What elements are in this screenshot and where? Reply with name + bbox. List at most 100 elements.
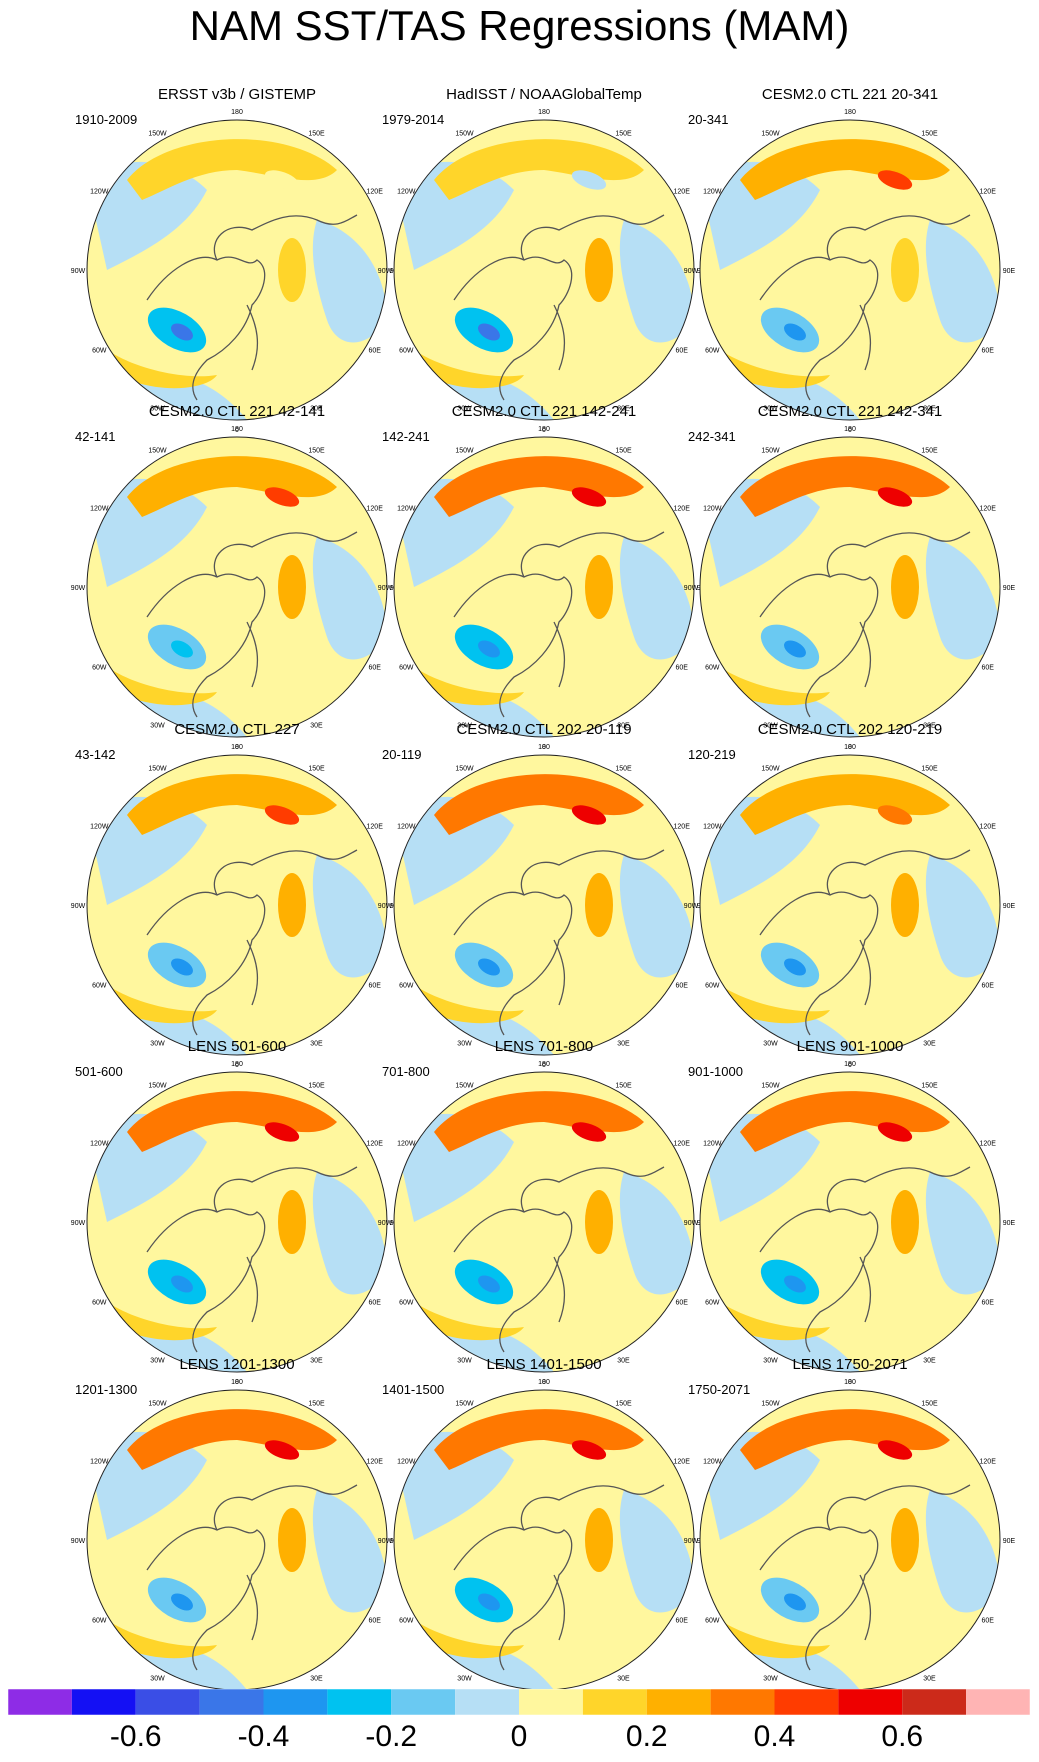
colorbar-tick-label: -0.6	[109, 1720, 162, 1753]
panel-title: CESM2.0 CTL 221 42-141	[148, 403, 326, 420]
map-border	[699, 119, 1001, 421]
longitude-label: 60E	[981, 348, 994, 355]
longitude-label: 30W	[457, 723, 472, 730]
asia-cool-region	[312, 537, 387, 660]
longitude-label: 150W	[148, 130, 167, 137]
north-asia-hotspot	[571, 805, 607, 825]
longitude-label: 30E	[923, 406, 936, 413]
eurasia-warm-patch	[278, 238, 306, 302]
longitude-label: 120E	[674, 824, 691, 831]
map-panel: CESM2.0 CTL 202 20-119 20-119 180 150E 120E 9…	[378, 721, 710, 1069]
subtropical-warm-band	[107, 667, 217, 706]
longitude-label: 30W	[457, 1676, 472, 1683]
eurasia-warm-patch	[891, 1190, 919, 1254]
asia-cool-region	[619, 1172, 694, 1295]
longitude-label: 60E	[981, 1300, 994, 1307]
longitude-label: 180	[844, 426, 856, 433]
map-panel: CESM2.0 CTL 22743-142180150E120E90E60E30…	[71, 721, 403, 1069]
longitude-label: 60W	[705, 1300, 720, 1307]
panel-title: CESM2.0 CTL 202 20-119	[456, 721, 632, 738]
longitude-label: 120W	[397, 506, 416, 513]
panel-period-label: 242-341	[688, 429, 736, 444]
longitude-label: 120W	[703, 824, 722, 831]
pacific-warm-arc	[127, 774, 337, 835]
longitude-label: 120W	[703, 1459, 722, 1466]
eurasia-warm-patch	[278, 1508, 306, 1572]
longitude-label: 90E	[1003, 1220, 1016, 1227]
colorbar-swatch	[646, 1689, 711, 1715]
coastline	[146, 1484, 358, 1671]
longitude-label: 150E	[308, 447, 325, 454]
map-border	[699, 436, 1001, 738]
coastline	[759, 849, 971, 1036]
longitude-label: 150E	[615, 1082, 632, 1089]
map-border	[699, 754, 1001, 1056]
subtropical-warm-band	[414, 1302, 524, 1341]
longitude-label: 30W	[763, 406, 778, 413]
longitude-label: 180	[538, 1061, 550, 1068]
longitude-label: 60E	[368, 665, 381, 672]
map-panel: HadISST / NOAAGlobalTemp 1979-2014 180 150E…	[378, 86, 710, 434]
pacific-warm-arc	[740, 774, 950, 835]
longitude-label: 90W	[378, 1220, 393, 1227]
coastline	[146, 214, 358, 401]
longitude-label: 30E	[923, 1041, 936, 1048]
longitude-label: 60W	[399, 348, 414, 355]
longitude-label: 150W	[455, 1400, 474, 1407]
pacific-warm-arc	[740, 1091, 950, 1152]
longitude-label: 150E	[615, 130, 632, 137]
longitude-label: 30W	[763, 723, 778, 730]
colorbar-swatch	[582, 1689, 647, 1715]
map-border	[393, 119, 695, 421]
longitude-label: 90W	[684, 903, 699, 910]
panel-period-label: 142-241	[382, 429, 430, 444]
longitude-label: 150E	[921, 130, 938, 137]
longitude-label: 150W	[761, 1400, 780, 1407]
longitude-label: 30W	[150, 1041, 165, 1048]
longitude-label: 120W	[397, 1459, 416, 1466]
longitude-label: 30E	[617, 1676, 630, 1683]
longitude-label: 150E	[308, 1082, 325, 1089]
longitude-label: 30E	[310, 1041, 323, 1048]
longitude-label: 60W	[705, 983, 720, 990]
longitude-label: 30E	[923, 1676, 936, 1683]
pacific-cool-band	[394, 161, 514, 270]
eurasia-warm-patch	[278, 1190, 306, 1254]
colorbar-swatch	[71, 1689, 136, 1715]
colorbar-tick-label: 0.6	[881, 1720, 924, 1753]
longitude-label: 150W	[148, 1082, 167, 1089]
longitude-label: 0	[542, 427, 546, 434]
pacific-cool-band	[394, 796, 514, 905]
colorbar-tick-label: -0.2	[365, 1720, 418, 1753]
longitude-label: 60E	[675, 1300, 688, 1307]
map-border	[86, 1071, 388, 1373]
eurasia-warm-patch	[891, 238, 919, 302]
longitude-label: 60E	[368, 983, 381, 990]
map-panel: ERSST v3b / GISTEMP 1910-2009 180 150E 120E 9…	[71, 86, 403, 434]
eurasia-warm-patch	[891, 1508, 919, 1572]
map-border	[393, 754, 695, 1056]
map-panel: LENS 501-600501-600180150E120E90E60E30E0…	[71, 1038, 403, 1386]
pacific-cool-band	[394, 1113, 514, 1222]
longitude-label: 180	[844, 109, 856, 116]
colorbar	[8, 1689, 1030, 1715]
north-asia-hotspot	[264, 170, 300, 190]
eurasia-warm-patch	[585, 1190, 613, 1254]
longitude-label: 30E	[310, 1676, 323, 1683]
pacific-warm-arc	[127, 139, 337, 200]
longitude-label: 60E	[675, 348, 688, 355]
panel-title: ERSST v3b / GISTEMP	[157, 86, 317, 103]
longitude-label: 120W	[397, 189, 416, 196]
map-panel: CESM2.0 CTL 221 42-141 42-141 180 150E 120E 9…	[71, 403, 403, 751]
longitude-label: 30W	[763, 1676, 778, 1683]
longitude-label: 0	[542, 744, 546, 751]
longitude-label: 150E	[921, 1400, 938, 1407]
panel-title: LENS 501-600	[187, 1038, 287, 1055]
longitude-label: 120E	[367, 1141, 384, 1148]
